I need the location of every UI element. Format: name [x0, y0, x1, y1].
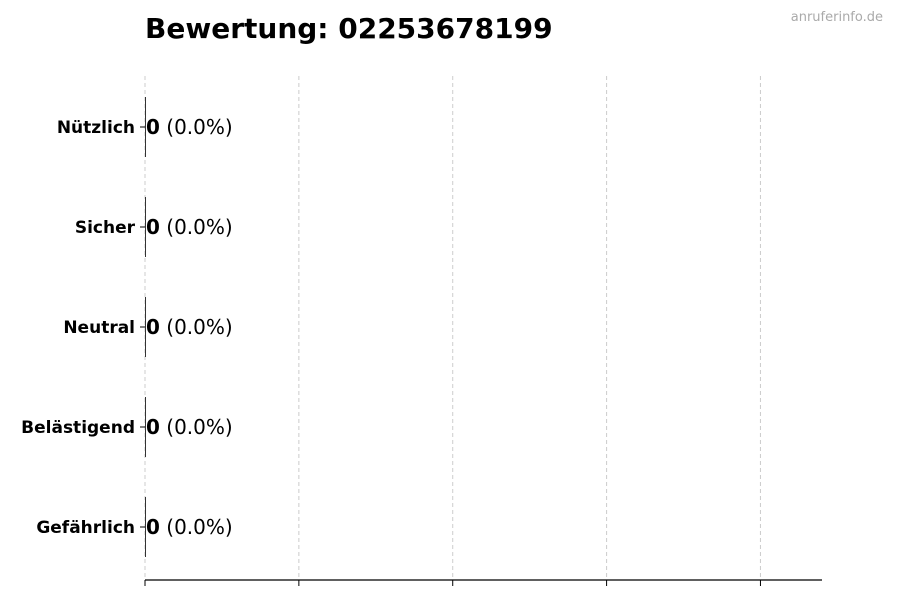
data-label-count: 0	[146, 215, 160, 239]
data-label-pct: (0.0%)	[160, 515, 233, 539]
data-label-pct: (0.0%)	[160, 115, 233, 139]
data-label-count: 0	[146, 515, 160, 539]
bar	[145, 297, 146, 357]
data-label-pct: (0.0%)	[160, 215, 233, 239]
data-label: 0 (0.0%)	[146, 215, 233, 239]
chart-title: Bewertung: 02253678199	[145, 12, 553, 45]
data-label: 0 (0.0%)	[146, 315, 233, 339]
data-label-count: 0	[146, 315, 160, 339]
watermark: anruferinfo.de	[790, 10, 883, 25]
data-label-count: 0	[146, 415, 160, 439]
category-label: Belästigend	[21, 418, 135, 438]
category-label: Neutral	[63, 318, 135, 338]
bar	[145, 397, 146, 457]
category-label: Nützlich	[57, 118, 135, 138]
data-label-pct: (0.0%)	[160, 315, 233, 339]
category-label: Sicher	[75, 218, 136, 238]
bar	[145, 197, 146, 257]
data-label: 0 (0.0%)	[146, 515, 233, 539]
data-label-count: 0	[146, 115, 160, 139]
data-label-pct: (0.0%)	[160, 415, 233, 439]
category-label: Gefährlich	[36, 518, 135, 538]
data-label: 0 (0.0%)	[146, 115, 233, 139]
data-label: 0 (0.0%)	[146, 415, 233, 439]
bar	[145, 97, 146, 157]
bar	[145, 497, 146, 557]
